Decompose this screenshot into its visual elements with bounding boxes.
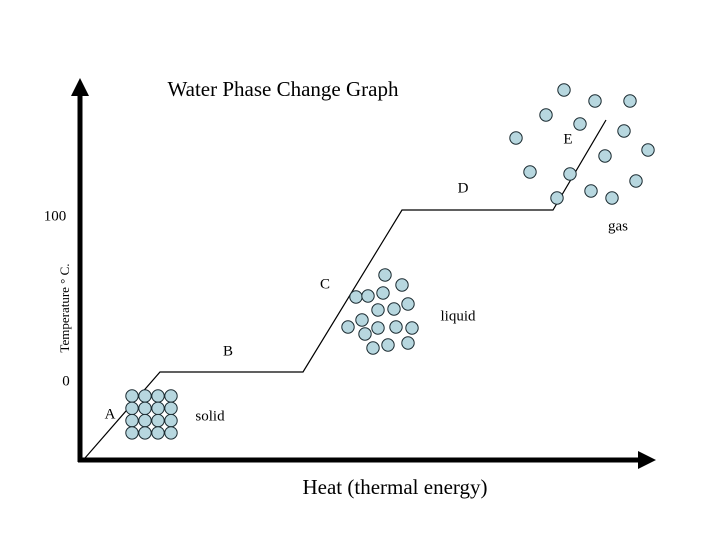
y-tick-label: 100 [44, 208, 67, 224]
y-tick-label: 0 [62, 373, 70, 389]
point-label: E [563, 131, 572, 147]
x-axis-label: Heat (thermal energy) [302, 475, 487, 499]
molecule [125, 389, 139, 403]
molecule [557, 83, 571, 97]
molecule [605, 191, 619, 205]
molecule [164, 401, 178, 415]
molecule [138, 401, 152, 415]
molecule [151, 389, 165, 403]
molecule [125, 413, 139, 428]
molecule [151, 413, 165, 428]
molecule [151, 401, 165, 415]
molecule [371, 303, 385, 317]
phase-label: liquid [440, 308, 476, 324]
molecule [550, 191, 564, 205]
molecule [623, 94, 637, 108]
molecule [598, 149, 612, 163]
y-axis-label: Temperature ° C. [57, 263, 72, 352]
molecule [125, 426, 139, 440]
molecule [641, 143, 655, 157]
molecule [523, 165, 537, 179]
molecule [341, 320, 355, 334]
molecule [378, 268, 392, 282]
molecule [164, 389, 178, 403]
molecule [588, 94, 602, 108]
molecule [349, 290, 363, 304]
axes [71, 78, 656, 469]
molecule [381, 338, 395, 352]
phase-label: gas [608, 218, 628, 234]
molecule [401, 336, 415, 350]
molecule [138, 389, 152, 403]
molecule [125, 401, 139, 415]
title: Water Phase Change Graph [168, 77, 399, 101]
molecule [539, 108, 553, 122]
molecule [401, 297, 415, 311]
molecule [389, 320, 403, 334]
molecules [125, 83, 655, 440]
point-label: D [458, 180, 469, 196]
molecule [629, 174, 643, 188]
molecule [366, 341, 380, 355]
molecule [563, 167, 577, 181]
point-label: C [320, 276, 330, 292]
point-label: B [223, 343, 233, 359]
molecule [617, 124, 631, 138]
molecule [361, 289, 375, 303]
y-arrow [71, 78, 89, 96]
molecule [376, 286, 390, 300]
molecule [371, 321, 385, 335]
molecule [138, 413, 152, 428]
molecule [509, 131, 523, 145]
x-arrow [638, 451, 656, 469]
molecule [387, 302, 401, 316]
molecule [584, 184, 598, 198]
molecule [138, 426, 152, 440]
phase-label: solid [195, 408, 225, 424]
molecule [405, 321, 419, 335]
molecule [395, 278, 409, 292]
point-label: A [105, 406, 116, 422]
molecule [151, 426, 165, 440]
molecule [358, 327, 372, 341]
molecule [355, 313, 369, 327]
molecule [573, 117, 587, 131]
molecule [164, 426, 178, 440]
molecule [164, 413, 178, 428]
